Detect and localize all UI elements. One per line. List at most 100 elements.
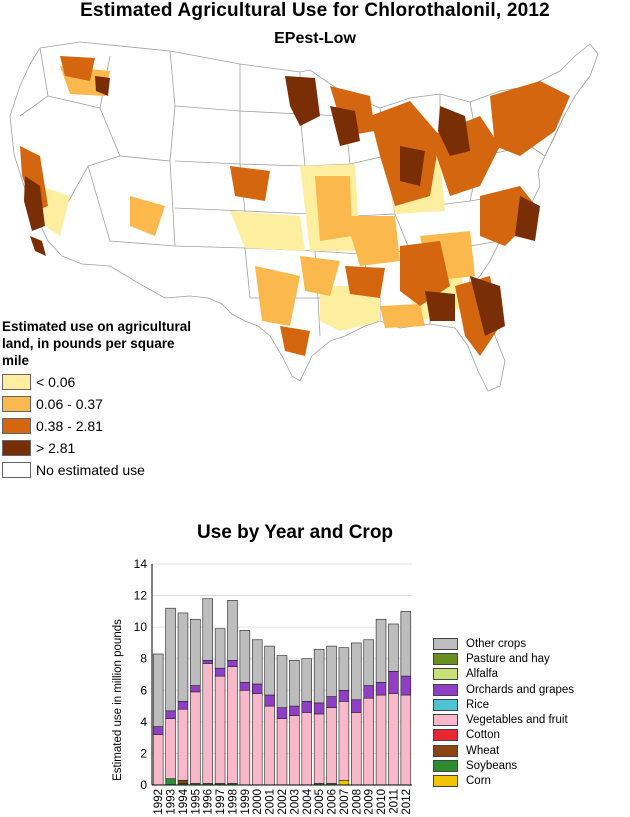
bar-segment-vegetables-and-fruit bbox=[289, 715, 300, 786]
chart-legend-swatch bbox=[433, 775, 458, 788]
chart-legend-label: Orchards and grapes bbox=[466, 683, 575, 696]
x-tick-label: 2003 bbox=[289, 789, 301, 815]
legend-item-0-38-2-81: 0.38 - 2.81 bbox=[2, 417, 232, 435]
bar-segment-orchards-and-grapes bbox=[301, 701, 313, 713]
bar-segment-vegetables-and-fruit bbox=[363, 697, 374, 786]
chart-legend-label: Alfalfa bbox=[466, 668, 498, 681]
chart-legend-label: Pasture and hay bbox=[466, 652, 550, 665]
x-tick-label: 2006 bbox=[327, 789, 339, 815]
bar-segment-orchards-and-grapes bbox=[177, 701, 189, 710]
chart-legend-label: Cotton bbox=[466, 729, 500, 742]
chart-legend-item: Other crops bbox=[433, 636, 623, 651]
bar-segment-vegetables-and-fruit bbox=[375, 694, 387, 786]
x-tick-label: 1994 bbox=[178, 788, 190, 814]
bar-segment-orchards-and-grapes bbox=[190, 685, 201, 693]
bar-segment-vegetables-and-fruit bbox=[264, 705, 275, 786]
x-tick-label: 1997 bbox=[215, 789, 227, 815]
bar-segment-other-crops bbox=[239, 630, 251, 683]
chart-legend-swatch bbox=[433, 714, 458, 727]
x-tick-label: 1996 bbox=[203, 789, 215, 815]
bar-segment-vegetables-and-fruit bbox=[190, 691, 201, 784]
bar-segment-other-crops bbox=[289, 659, 300, 707]
legend-label: No estimated use bbox=[36, 462, 145, 478]
chart-legend-swatch bbox=[433, 637, 458, 650]
chart-legend-item: Pasture and hay bbox=[433, 651, 623, 666]
bar-segment-other-crops bbox=[351, 642, 362, 701]
bar-segment-other-crops bbox=[227, 600, 238, 661]
chart-legend-label: Vegetables and fruit bbox=[466, 714, 568, 727]
chart-legend-label: Other crops bbox=[466, 637, 527, 650]
y-tick-label: 4 bbox=[140, 715, 147, 729]
bar-segment-vegetables-and-fruit bbox=[202, 663, 213, 784]
bar-segment-other-crops bbox=[338, 647, 350, 691]
bar-segment-orchards-and-grapes bbox=[152, 726, 164, 735]
bar-segment-vegetables-and-fruit bbox=[313, 713, 325, 784]
chart-legend-swatch bbox=[433, 760, 458, 773]
bar-segment-orchards-and-grapes bbox=[264, 694, 275, 707]
bar-segment-other-crops bbox=[264, 645, 275, 696]
bar-segment-soybeans bbox=[165, 778, 176, 786]
bar-segment-vegetables-and-fruit bbox=[326, 707, 337, 784]
y-tick-label: 6 bbox=[140, 683, 147, 697]
bar-segment-other-crops bbox=[251, 639, 263, 685]
chart-title: Use by Year and Crop bbox=[196, 522, 394, 543]
chart-legend-item: Alfalfa bbox=[433, 667, 623, 682]
x-tick-label: 2001 bbox=[265, 789, 277, 815]
bar-segment-orchards-and-grapes bbox=[165, 710, 176, 720]
x-tick-label: 1995 bbox=[190, 789, 202, 815]
bar-segment-other-crops bbox=[313, 648, 325, 704]
bar-segment-vegetables-and-fruit bbox=[251, 693, 263, 786]
x-tick-label: 2004 bbox=[302, 788, 314, 814]
legend-swatch bbox=[2, 440, 31, 456]
legend-label: < 0.06 bbox=[36, 374, 76, 390]
chart-legend-swatch bbox=[433, 698, 458, 711]
bar-segment-vegetables-and-fruit bbox=[400, 694, 412, 786]
bar-segment-vegetables-and-fruit bbox=[152, 734, 164, 786]
chart-legend-label: Wheat bbox=[466, 744, 500, 757]
us-county-map bbox=[9, 41, 599, 392]
legend-item-gt-2-81: > 2.81 bbox=[2, 439, 232, 457]
chart-legend-item: Orchards and grapes bbox=[433, 682, 623, 697]
legend-swatch bbox=[2, 396, 31, 412]
bar-segment-orchards-and-grapes bbox=[214, 667, 226, 677]
legend-item-no-use: No estimated use bbox=[2, 461, 232, 479]
bar-segment-other-crops bbox=[388, 623, 399, 672]
chart-legend-swatch bbox=[433, 729, 458, 742]
bar-segment-other-crops bbox=[177, 612, 189, 702]
bar-segment-orchards-and-grapes bbox=[202, 659, 213, 664]
bar-segment-other-crops bbox=[152, 653, 164, 727]
chart-legend: Other crops Pasture and hay Alfalfa Orchard… bbox=[433, 636, 623, 789]
chart-legend-swatch bbox=[433, 744, 458, 757]
x-tick-label: 2008 bbox=[351, 789, 363, 815]
y-tick-label: 14 bbox=[134, 557, 148, 571]
bar-segment-orchards-and-grapes bbox=[400, 675, 412, 696]
bar-segment-vegetables-and-fruit bbox=[351, 712, 362, 786]
bar-segment-vegetables-and-fruit bbox=[177, 708, 189, 781]
bar-segment-orchards-and-grapes bbox=[276, 707, 288, 719]
legend-swatch bbox=[2, 462, 31, 478]
bar-segment-orchards-and-grapes bbox=[239, 682, 251, 691]
bar-segment-other-crops bbox=[375, 618, 387, 683]
chart-legend-item: Cotton bbox=[433, 728, 623, 743]
bar-segment-vegetables-and-fruit bbox=[227, 666, 238, 784]
bar-segment-other-crops bbox=[165, 607, 176, 712]
map-legend: Estimated use on agricultural land, in p… bbox=[2, 318, 232, 479]
legend-label: 0.38 - 2.81 bbox=[36, 418, 103, 434]
y-tick-label: 2 bbox=[140, 746, 147, 760]
bar-segment-orchards-and-grapes bbox=[313, 702, 325, 715]
chart-legend-swatch bbox=[433, 683, 458, 696]
map-legend-title: Estimated use on agricultural land, in p… bbox=[2, 319, 192, 368]
bar-segment-orchards-and-grapes bbox=[289, 705, 300, 716]
us-outline bbox=[9, 41, 599, 392]
x-tick-label: 2002 bbox=[277, 789, 289, 815]
bar-segment-vegetables-and-fruit bbox=[239, 689, 251, 786]
bar-segment-vegetables-and-fruit bbox=[388, 693, 399, 786]
bar-segment-orchards-and-grapes bbox=[326, 696, 337, 708]
bar-segment-orchards-and-grapes bbox=[251, 683, 263, 694]
x-tick-label: 2005 bbox=[314, 789, 326, 815]
bar-segment-wheat bbox=[177, 779, 189, 784]
legend-label: 0.06 - 0.37 bbox=[36, 396, 103, 412]
bar-segment-vegetables-and-fruit bbox=[338, 701, 350, 781]
y-tick-label: 10 bbox=[134, 620, 148, 634]
bar-segment-other-crops bbox=[190, 618, 201, 686]
